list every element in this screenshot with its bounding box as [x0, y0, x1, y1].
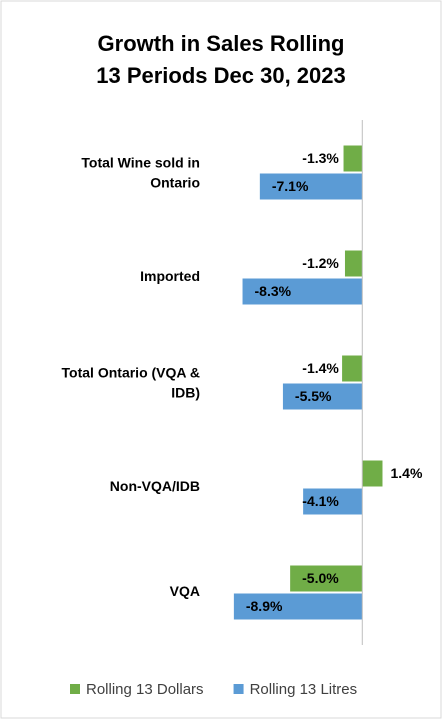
- chart-title: Growth in Sales Rolling 13 Periods Dec 30…: [96, 31, 346, 88]
- bar: [233, 593, 363, 620]
- value-label: -8.3%: [255, 283, 292, 299]
- category-label: Imported: [140, 268, 200, 284]
- legend-label: Rolling 13 Dollars: [86, 681, 204, 698]
- bar: [362, 460, 383, 487]
- value-label: -1.3%: [302, 150, 339, 166]
- legend-label: Rolling 13 Litres: [250, 681, 358, 698]
- category-label: VQA: [170, 583, 200, 599]
- bar: [259, 173, 363, 200]
- value-label: -8.9%: [246, 598, 283, 614]
- bar: [342, 355, 363, 382]
- value-label: 1.4%: [390, 465, 422, 481]
- bar: [343, 145, 363, 172]
- category-label: Non-VQA/IDB: [110, 478, 200, 494]
- bar: [282, 383, 363, 410]
- bar: [303, 488, 363, 515]
- value-label: -1.4%: [302, 360, 339, 376]
- category-label: Total Wine sold in Ontario: [81, 154, 200, 190]
- bar: [344, 250, 363, 277]
- bar: [290, 565, 363, 592]
- value-label: -7.1%: [272, 178, 309, 194]
- value-label: -4.1%: [302, 493, 339, 509]
- value-label: -5.0%: [302, 570, 339, 586]
- legend-swatch: [233, 684, 244, 694]
- bar: [242, 278, 363, 305]
- value-label: -1.2%: [302, 255, 339, 271]
- legend-swatch: [70, 684, 80, 694]
- category-label: Total Ontario (VQA & IDB): [62, 364, 200, 400]
- value-label: -5.5%: [295, 388, 332, 404]
